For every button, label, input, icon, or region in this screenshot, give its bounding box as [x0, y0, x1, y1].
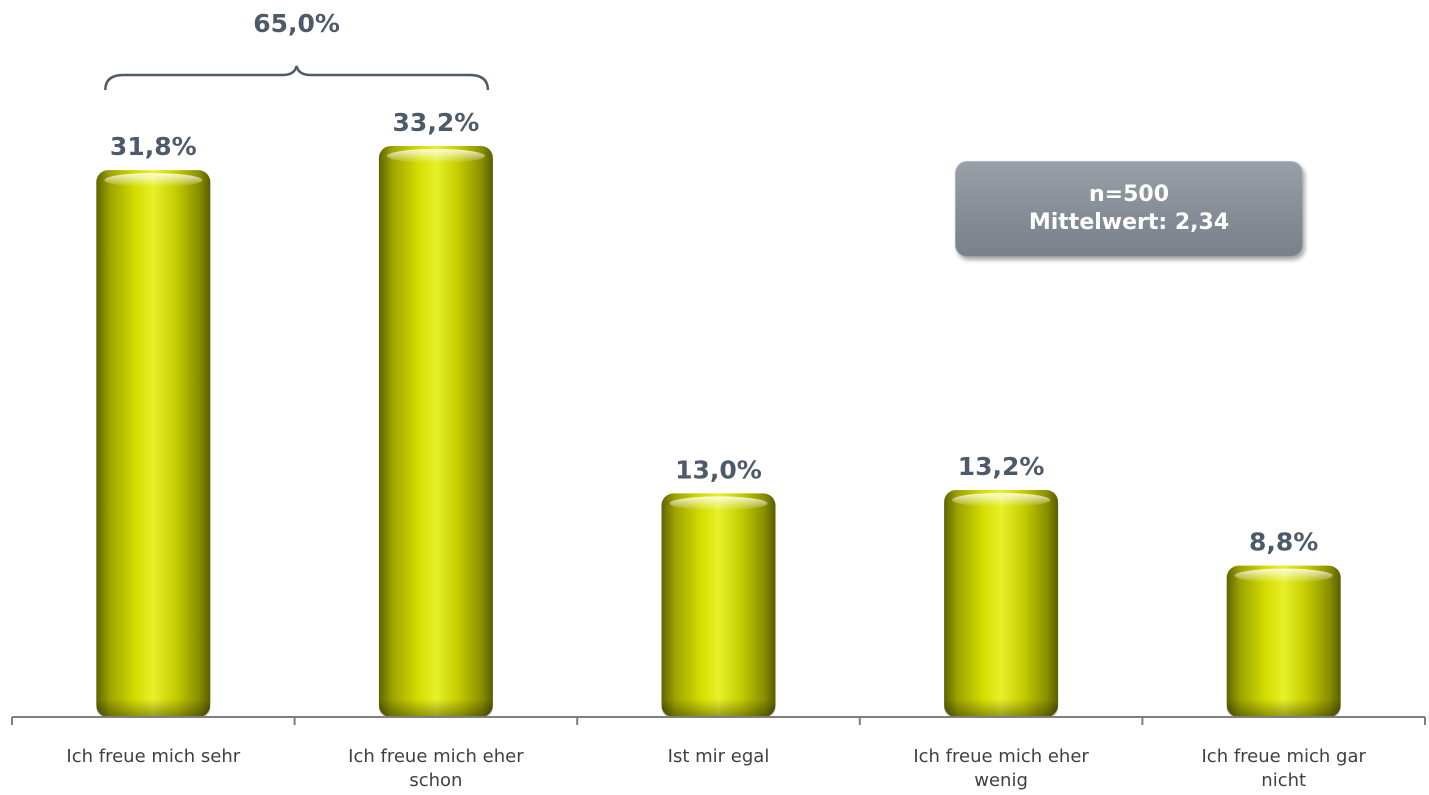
value-label: 13,0% [675, 455, 762, 484]
bar [944, 489, 1059, 717]
bar-group [96, 170, 211, 717]
bar-top-highlight [669, 496, 768, 511]
bar-bottom-shade [1226, 699, 1341, 717]
sample-info-box: n=500 Mittelwert: 2,34 [955, 161, 1303, 257]
bar-bottom-shade [661, 699, 776, 717]
bracket-shape [104, 65, 490, 91]
bar-bottom-shade [378, 699, 493, 717]
bar-group [944, 489, 1059, 717]
bar-group [661, 493, 776, 717]
bar-top-highlight [952, 492, 1051, 507]
bar [378, 146, 493, 717]
value-label: 13,2% [958, 452, 1045, 481]
bar [96, 170, 211, 717]
category-label: Ich freue mich gar [1202, 746, 1367, 767]
bar [1226, 565, 1341, 717]
bar-top-highlight [104, 173, 203, 188]
value-label: 33,2% [393, 108, 480, 137]
category-label: Ich freue mich eher [913, 746, 1089, 767]
sample-size-text: n=500 [1088, 182, 1170, 207]
category-label: Ich freue mich eher [348, 746, 524, 767]
bar [661, 493, 776, 717]
category-label: Ich freue mich sehr [66, 746, 240, 767]
category-label: Ist mir egal [668, 746, 770, 767]
mean-value-text: Mittelwert: 2,34 [1028, 210, 1230, 235]
bar-group [378, 146, 493, 717]
bracket-total-label: 65,0% [253, 9, 340, 38]
value-label: 8,8% [1249, 528, 1318, 557]
bar-bottom-shade [96, 699, 211, 717]
bar-top-highlight [1234, 568, 1333, 583]
bar-bottom-shade [944, 699, 1059, 717]
category-label: wenig [974, 770, 1028, 791]
bar-group [1226, 565, 1341, 717]
value-label: 31,8% [110, 132, 197, 161]
bar-top-highlight [386, 149, 485, 163]
category-label: schon [409, 770, 462, 791]
category-label: nicht [1261, 770, 1306, 791]
